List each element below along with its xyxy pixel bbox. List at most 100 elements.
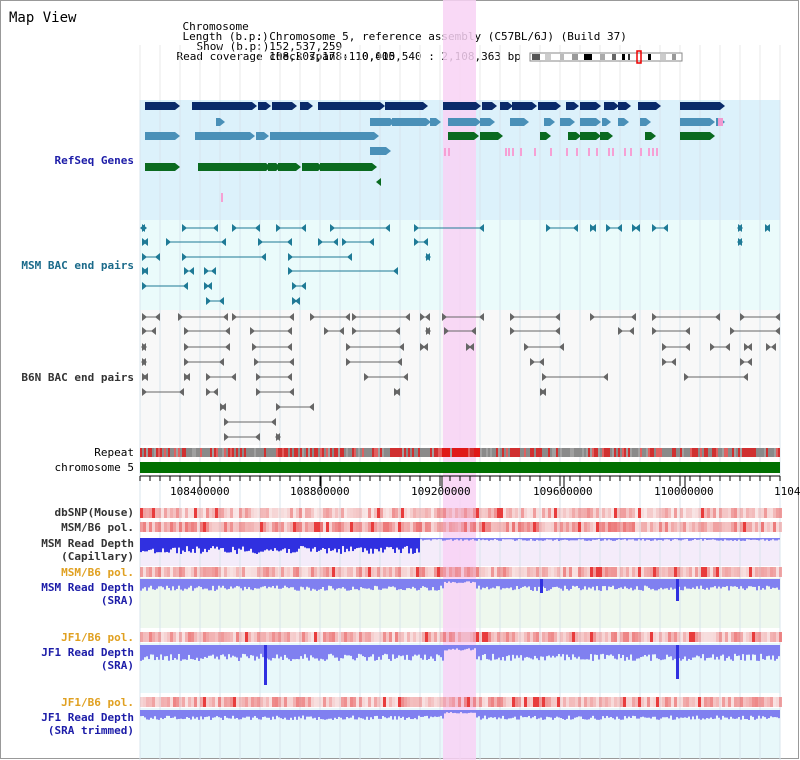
label-chromosome: chromosome 5 [54, 461, 134, 474]
polymorphism-mark [200, 697, 203, 707]
polymorphism-mark [773, 522, 776, 532]
label-msm-b6-pol-2[interactable]: MSM/B6 pol. [61, 566, 134, 579]
repeat-mark [598, 448, 600, 457]
read-depth-bar [424, 645, 426, 655]
read-depth-bar [744, 645, 746, 661]
read-depth-bar [608, 645, 610, 656]
read-depth-bar [372, 645, 374, 655]
read-depth-bar [166, 579, 168, 586]
label-msm-b6-pol-1[interactable]: MSM/B6 pol. [61, 521, 134, 534]
label-jf1-b6-pol-2[interactable]: JF1/B6 pol. [61, 696, 134, 709]
gene-feature [652, 148, 654, 156]
repeat-mark [398, 448, 400, 457]
read-depth-bar [492, 538, 494, 541]
read-depth-bar [162, 645, 164, 660]
repeat-mark [738, 448, 740, 457]
label-jf1-depth-sra-2: (SRA) [100, 659, 134, 672]
read-depth-bar [304, 579, 306, 590]
read-depth-bar [628, 710, 630, 717]
polymorphism-mark [758, 522, 761, 532]
read-depth-bar [632, 710, 634, 716]
gene-feature [272, 102, 292, 110]
label-msm-depth-sra-1[interactable]: MSM Read Depth [41, 581, 134, 594]
label-repeat: Repeat [94, 446, 134, 459]
polymorphism-mark [167, 508, 170, 518]
read-depth-bar [192, 710, 194, 717]
repeat-mark [666, 448, 668, 457]
read-depth-bar [146, 538, 148, 552]
bac-end-marker [737, 238, 742, 246]
read-depth-bar [670, 538, 672, 541]
polymorphism-mark [635, 508, 638, 518]
polymorphism-mark [557, 522, 560, 532]
read-depth-bar [672, 579, 674, 590]
polymorphism-mark [683, 632, 686, 642]
read-depth-bar [280, 579, 282, 589]
read-depth-bar [446, 538, 448, 540]
label-jf1-depth-sra-1[interactable]: JF1 Read Depth [41, 646, 134, 659]
label-msm-depth-cap-1[interactable]: MSM Read Depth [41, 537, 134, 550]
polymorphism-mark [728, 508, 731, 518]
polymorphism-mark [482, 567, 485, 577]
read-depth-bar [502, 710, 504, 716]
read-depth-bar [196, 710, 198, 718]
polymorphism-mark [704, 697, 707, 707]
polymorphism-mark [461, 567, 464, 577]
read-depth-bar [706, 579, 708, 588]
polymorphism-mark [539, 522, 542, 532]
label-msm-bac[interactable]: MSM BAC end pairs [21, 259, 134, 272]
bac-end-marker [347, 253, 352, 261]
polymorphism-mark [305, 632, 308, 642]
read-depth-bar [718, 538, 720, 541]
polymorphism-mark [701, 697, 704, 707]
polymorphism-mark [233, 697, 236, 707]
repeat-mark [264, 448, 266, 457]
polymorphism-mark [227, 508, 230, 518]
polymorphism-mark [458, 567, 461, 577]
label-refseq-genes[interactable]: RefSeq Genes [54, 154, 134, 167]
polymorphism-mark [401, 632, 404, 642]
repeat-mark [286, 448, 288, 457]
read-depth-bar [434, 538, 436, 540]
read-depth-bar [322, 579, 324, 588]
polymorphism-mark [677, 632, 680, 642]
polymorphism-mark [644, 632, 647, 642]
repeat-mark [238, 448, 240, 457]
read-depth-bar [516, 579, 518, 587]
polymorphism-mark [752, 508, 755, 518]
read-depth-bar [590, 538, 592, 541]
read-depth-bar [224, 579, 226, 589]
read-depth-bar [354, 538, 356, 550]
read-depth-bar [688, 538, 690, 541]
label-b6n-bac[interactable]: B6N BAC end pairs [21, 371, 134, 384]
polymorphism-mark [419, 632, 422, 642]
read-depth-bar [756, 645, 758, 661]
polymorphism-mark [770, 632, 773, 642]
repeat-mark [158, 448, 160, 457]
polymorphism-mark [512, 522, 515, 532]
read-depth-bar [562, 645, 564, 655]
polymorphism-mark [227, 632, 230, 642]
repeat-mark [278, 448, 280, 457]
polymorphism-mark [212, 632, 215, 642]
label-jf1-b6-pol-1[interactable]: JF1/B6 pol. [61, 631, 134, 644]
polymorphism-mark [548, 508, 551, 518]
read-depth-bar [250, 579, 252, 590]
polymorphism-mark [269, 522, 272, 532]
polymorphism-mark [527, 632, 530, 642]
read-depth-bar [672, 710, 674, 720]
read-depth-bar [700, 645, 702, 659]
bac-end-marker [479, 224, 484, 232]
polymorphism-mark [398, 632, 401, 642]
polymorphism-mark [632, 632, 635, 642]
label-jf1-depth-trim-1[interactable]: JF1 Read Depth [41, 711, 134, 724]
polymorphism-mark [404, 632, 407, 642]
polymorphism-mark [359, 632, 362, 642]
polymorphism-mark [386, 632, 389, 642]
read-depth-bar [178, 538, 180, 548]
label-dbsnp[interactable]: dbSNP(Mouse) [54, 506, 134, 519]
polymorphism-mark [587, 522, 590, 532]
polymorphism-mark [641, 508, 644, 518]
polymorphism-mark [773, 567, 776, 577]
